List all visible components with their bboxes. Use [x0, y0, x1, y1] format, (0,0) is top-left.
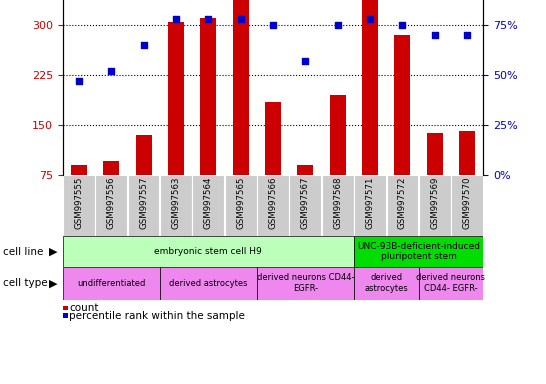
Bar — [419, 267, 483, 300]
Text: undifferentiated: undifferentiated — [77, 279, 145, 288]
Text: UNC-93B-deficient-induced
pluripotent stem: UNC-93B-deficient-induced pluripotent st… — [357, 242, 480, 261]
Point — [301, 58, 310, 64]
Bar — [63, 267, 160, 300]
Text: ▶: ▶ — [49, 278, 57, 288]
Point — [75, 78, 84, 84]
Bar — [233, 0, 249, 175]
Text: GSM997555: GSM997555 — [74, 177, 84, 229]
Bar — [160, 175, 192, 236]
Bar — [354, 236, 483, 267]
Bar — [200, 18, 216, 175]
Point — [171, 16, 180, 22]
Text: GSM997569: GSM997569 — [430, 177, 439, 229]
Bar — [426, 133, 443, 175]
Text: GSM997566: GSM997566 — [269, 177, 277, 229]
Bar — [297, 165, 313, 175]
Text: GSM997570: GSM997570 — [462, 177, 472, 229]
Bar — [265, 101, 281, 175]
Bar — [289, 175, 321, 236]
Bar — [63, 175, 95, 236]
Text: embryonic stem cell H9: embryonic stem cell H9 — [155, 247, 262, 256]
Point — [333, 22, 342, 28]
Point — [139, 42, 148, 48]
Bar — [193, 175, 224, 236]
Point — [398, 22, 407, 28]
Bar — [459, 131, 475, 175]
Text: ▶: ▶ — [49, 247, 57, 257]
Bar — [257, 267, 354, 300]
Bar — [103, 161, 120, 175]
Text: GSM997557: GSM997557 — [139, 177, 148, 229]
Bar — [451, 175, 483, 236]
Bar — [128, 175, 159, 236]
Text: GSM997571: GSM997571 — [365, 177, 375, 229]
Bar — [354, 267, 419, 300]
Text: GSM997564: GSM997564 — [204, 177, 213, 229]
Text: cell line: cell line — [3, 247, 43, 257]
Bar — [160, 267, 257, 300]
Bar — [168, 22, 184, 175]
Text: derived astrocytes: derived astrocytes — [169, 279, 247, 288]
Text: derived
astrocytes: derived astrocytes — [364, 273, 408, 293]
Text: GSM997568: GSM997568 — [333, 177, 342, 229]
Bar — [387, 175, 418, 236]
Text: GSM997572: GSM997572 — [398, 177, 407, 229]
Bar — [354, 175, 386, 236]
Bar — [257, 175, 289, 236]
Text: GSM997567: GSM997567 — [301, 177, 310, 229]
Bar — [394, 35, 411, 175]
Point — [462, 32, 471, 38]
Text: GSM997565: GSM997565 — [236, 177, 245, 229]
Bar — [322, 175, 353, 236]
Bar — [96, 175, 127, 236]
Bar — [330, 95, 346, 175]
Text: percentile rank within the sample: percentile rank within the sample — [69, 311, 245, 321]
Point — [236, 16, 245, 22]
Text: GSM997563: GSM997563 — [171, 177, 181, 229]
Text: GSM997556: GSM997556 — [107, 177, 116, 229]
Bar — [225, 175, 257, 236]
Bar — [362, 0, 378, 175]
Text: derived neurons
CD44- EGFR-: derived neurons CD44- EGFR- — [417, 273, 485, 293]
Bar — [419, 175, 450, 236]
Point — [430, 32, 439, 38]
Point — [366, 16, 375, 22]
Text: count: count — [69, 303, 99, 313]
Text: cell type: cell type — [3, 278, 48, 288]
Point — [204, 16, 213, 22]
Bar — [63, 236, 354, 267]
Point — [269, 22, 277, 28]
Bar — [71, 165, 87, 175]
Text: derived neurons CD44-
EGFR-: derived neurons CD44- EGFR- — [257, 273, 354, 293]
Point — [107, 68, 116, 74]
Bar — [135, 135, 152, 175]
